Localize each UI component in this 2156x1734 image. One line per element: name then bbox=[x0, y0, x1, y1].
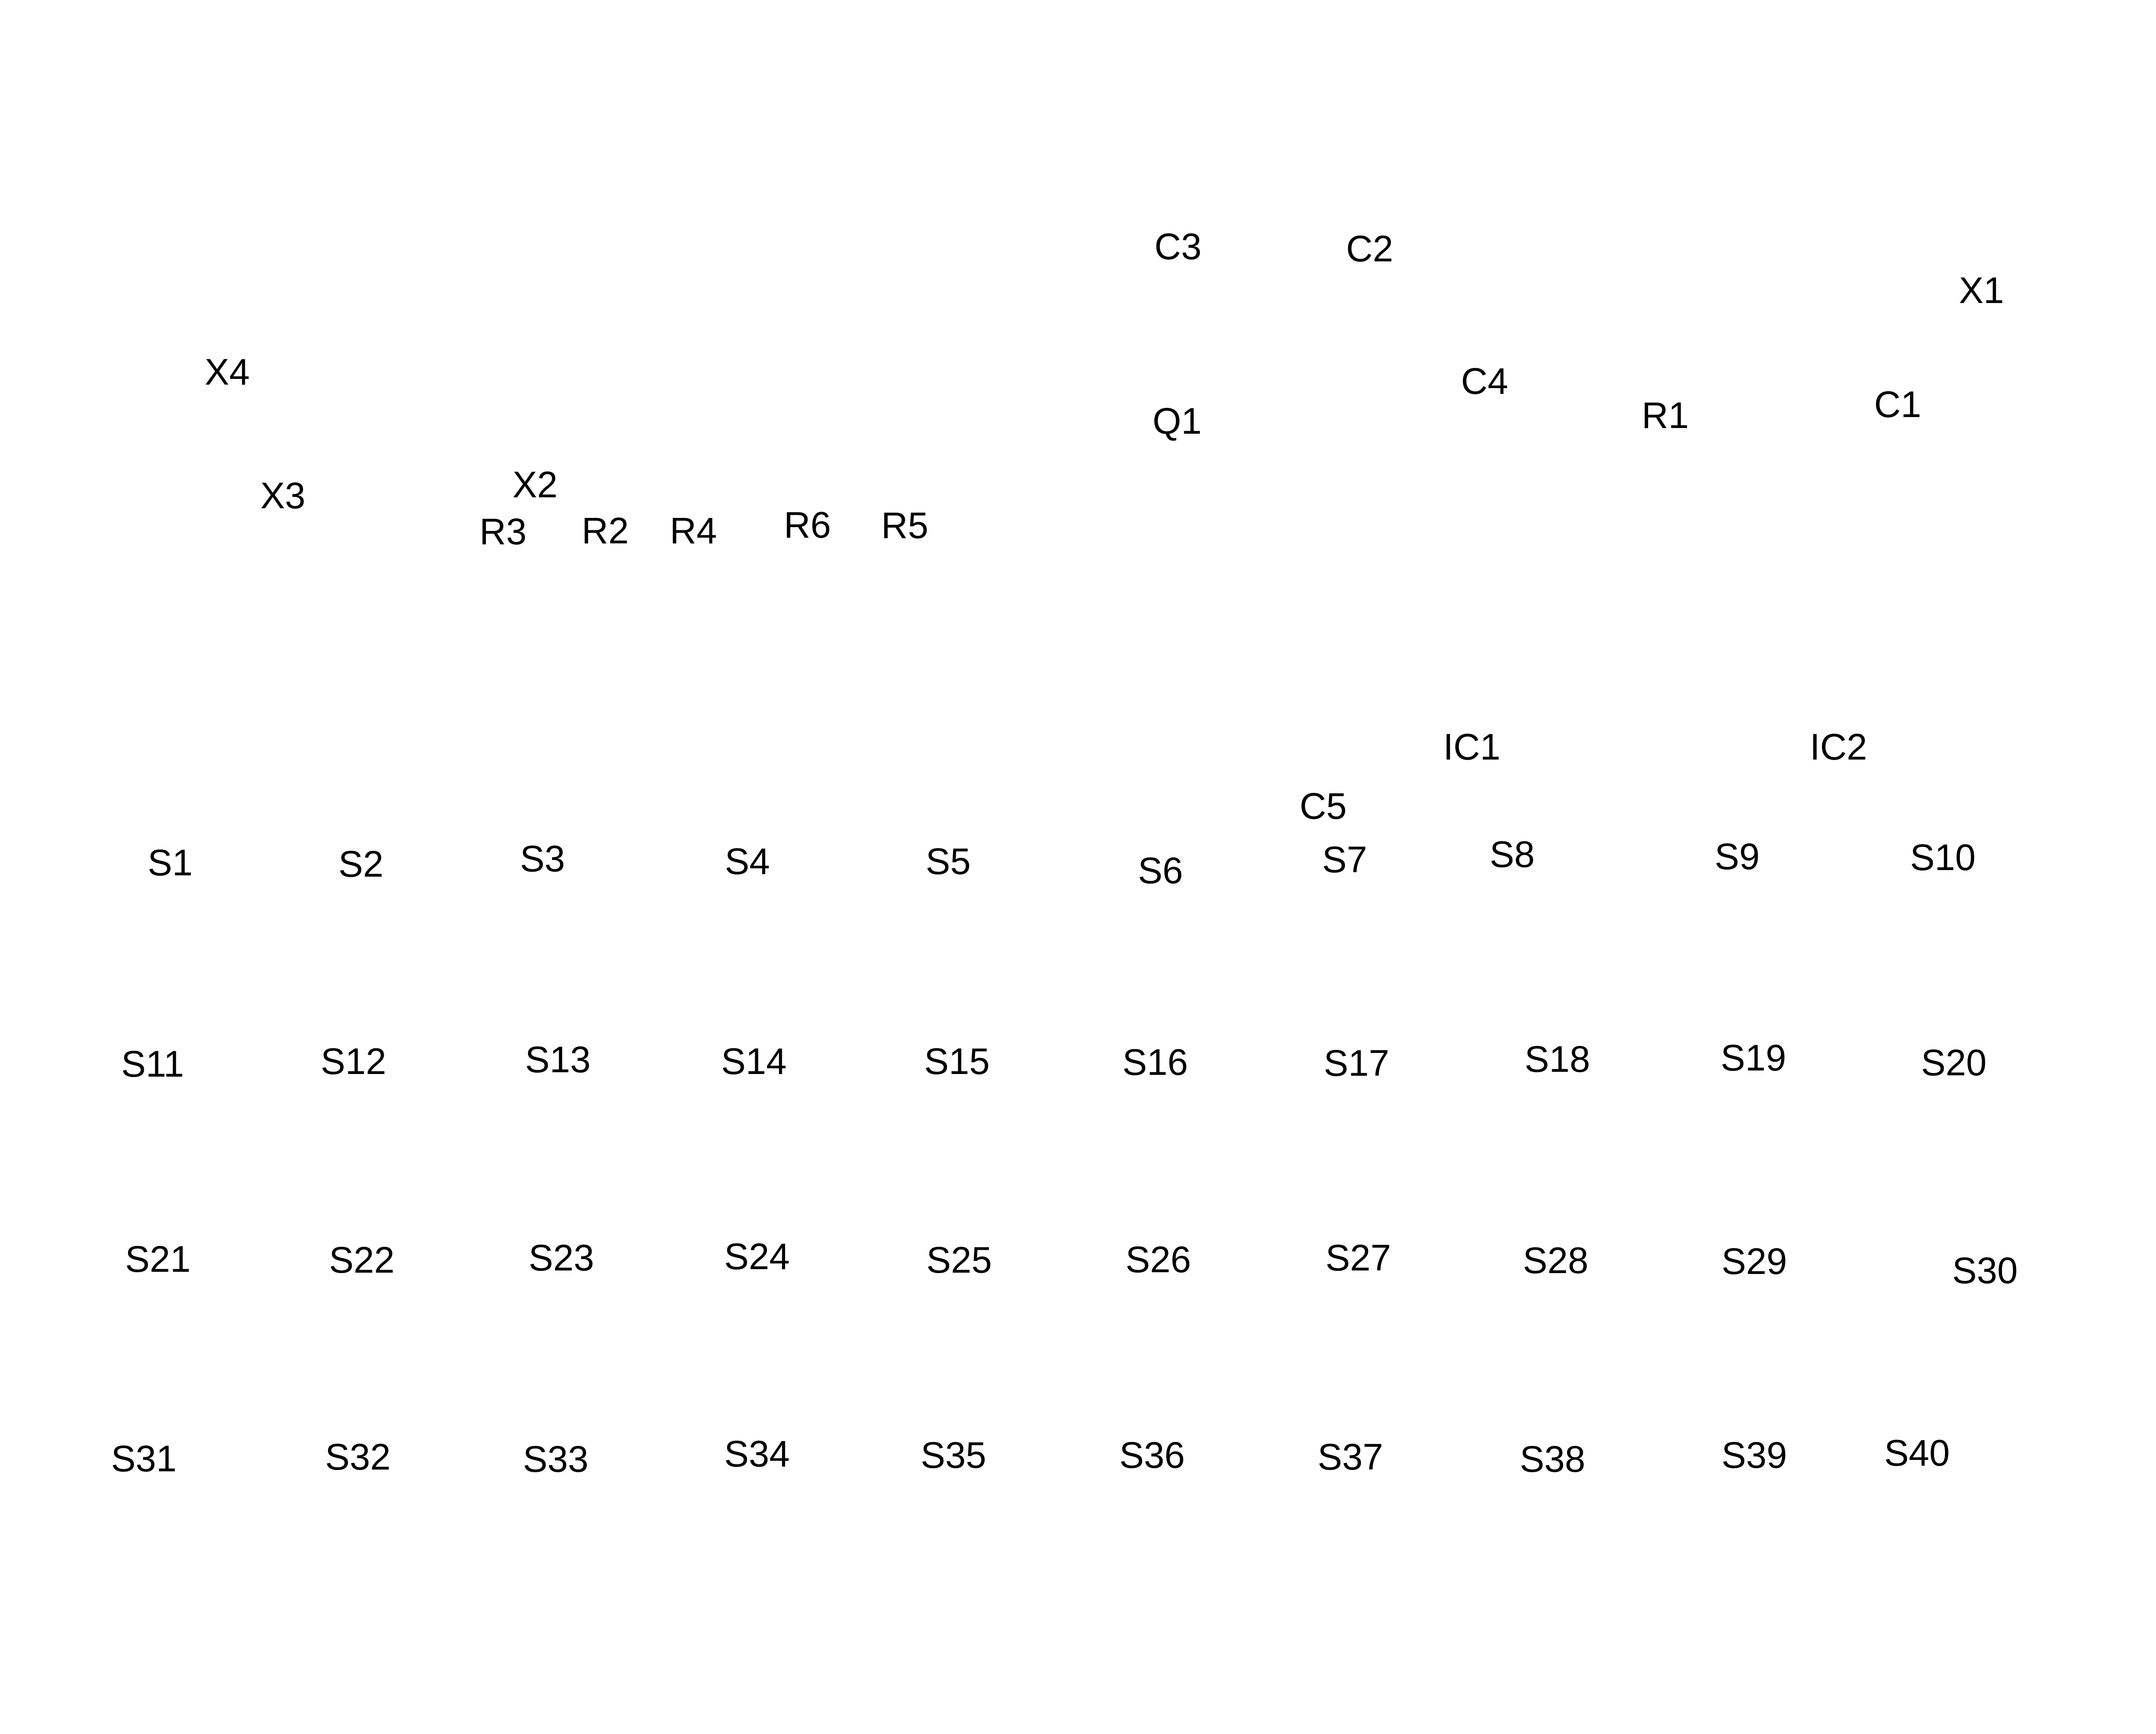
label-s29: S29 bbox=[1721, 1241, 1787, 1282]
label-s34: S34 bbox=[724, 1433, 790, 1474]
label-s5: S5 bbox=[925, 841, 971, 882]
label-r4: R4 bbox=[670, 510, 717, 551]
label-s18: S18 bbox=[1524, 1038, 1590, 1080]
label-x2: X2 bbox=[512, 464, 558, 505]
label-s3: S3 bbox=[520, 838, 565, 879]
label-s2: S2 bbox=[338, 843, 384, 885]
label-r5: R5 bbox=[881, 505, 928, 546]
label-s12: S12 bbox=[321, 1041, 386, 1082]
label-s26: S26 bbox=[1125, 1239, 1191, 1280]
label-r6: R6 bbox=[784, 504, 831, 546]
label-s27: S27 bbox=[1325, 1237, 1391, 1278]
label-c4: C4 bbox=[1461, 360, 1508, 402]
label-c5: C5 bbox=[1299, 785, 1347, 827]
label-s33: S33 bbox=[523, 1438, 589, 1480]
label-x4: X4 bbox=[204, 351, 250, 392]
label-s20: S20 bbox=[1921, 1042, 1987, 1083]
label-s14: S14 bbox=[721, 1041, 787, 1082]
label-s16: S16 bbox=[1122, 1042, 1188, 1083]
label-s11: S11 bbox=[121, 1043, 184, 1085]
label-s25: S25 bbox=[926, 1239, 992, 1281]
label-s6: S6 bbox=[1138, 850, 1183, 891]
label-s40: S40 bbox=[1884, 1432, 1950, 1474]
label-s36: S36 bbox=[1119, 1434, 1185, 1476]
label-s9: S9 bbox=[1714, 836, 1760, 877]
label-s13: S13 bbox=[525, 1039, 591, 1080]
label-s23: S23 bbox=[528, 1237, 594, 1278]
label-s19: S19 bbox=[1721, 1037, 1786, 1078]
label-s17: S17 bbox=[1324, 1042, 1389, 1084]
label-ic1: IC1 bbox=[1443, 726, 1501, 767]
label-s37: S37 bbox=[1317, 1436, 1383, 1477]
label-s35: S35 bbox=[921, 1434, 986, 1476]
label-c2: C2 bbox=[1346, 228, 1393, 269]
label-s1: S1 bbox=[147, 842, 193, 883]
label-c3: C3 bbox=[1154, 226, 1202, 267]
label-s4: S4 bbox=[725, 841, 770, 882]
label-q1: Q1 bbox=[1152, 400, 1202, 442]
label-s38: S38 bbox=[1520, 1438, 1585, 1480]
label-s7: S7 bbox=[1322, 839, 1367, 880]
label-s10: S10 bbox=[1910, 837, 1976, 878]
label-s24: S24 bbox=[724, 1236, 790, 1277]
label-s15: S15 bbox=[924, 1041, 990, 1082]
label-ic2: IC2 bbox=[1810, 726, 1867, 767]
label-s30: S30 bbox=[1952, 1250, 2018, 1291]
label-x3: X3 bbox=[260, 475, 306, 516]
label-r1: R1 bbox=[1642, 395, 1689, 436]
label-c1: C1 bbox=[1874, 384, 1921, 425]
label-r3: R3 bbox=[479, 511, 527, 552]
label-s21: S21 bbox=[125, 1238, 191, 1280]
label-r2: R2 bbox=[582, 510, 629, 551]
label-s28: S28 bbox=[1523, 1240, 1588, 1281]
label-s8: S8 bbox=[1489, 834, 1535, 875]
label-s32: S32 bbox=[325, 1436, 391, 1477]
label-x1: X1 bbox=[1959, 270, 2004, 311]
label-s22: S22 bbox=[329, 1239, 395, 1281]
label-s39: S39 bbox=[1721, 1434, 1787, 1476]
label-s31: S31 bbox=[111, 1438, 177, 1479]
